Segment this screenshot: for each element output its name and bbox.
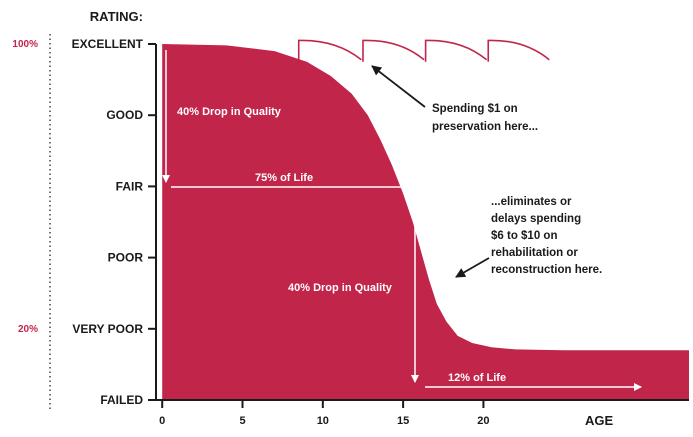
condition-area: [162, 44, 689, 400]
life75-label: 75% of Life: [255, 172, 313, 184]
y-tick-label: FAILED: [100, 393, 143, 407]
x-tick-label: 20: [477, 415, 489, 427]
y-axis-title: RATING:: [90, 9, 143, 24]
eliminates-note-line: delays spending: [491, 213, 581, 225]
percent-label: 20%: [18, 324, 38, 335]
y-tick-label: VERY POOR: [72, 322, 143, 336]
eliminates-arrow: [455, 257, 490, 278]
eliminates-note-line: reconstruction here.: [491, 264, 602, 276]
spend-note-line1: Spending $1 on: [432, 103, 518, 115]
percent-label: 100%: [12, 39, 38, 50]
y-tick-label: FAIR: [116, 179, 144, 193]
preservation-arc: [297, 39, 362, 62]
x-tick-label: 15: [397, 415, 409, 427]
y-tick-label: POOR: [108, 251, 144, 265]
preservation-arcs: [297, 39, 550, 62]
eliminates-note-line: ...eliminates or: [491, 196, 572, 208]
x-tick-label: 0: [159, 415, 165, 427]
spend-arrow: [371, 65, 426, 108]
preservation-arc: [487, 39, 550, 62]
y-tick-label: EXCELLENT: [72, 37, 144, 51]
preservation-arc: [362, 39, 425, 62]
life12-label: 12% of Life: [448, 372, 506, 384]
x-tick-label: 5: [239, 415, 245, 427]
eliminates-note: ...eliminates or delays spending $6 to $10…: [491, 196, 602, 276]
y-tick-label: GOOD: [106, 108, 143, 122]
preservation-arc: [424, 39, 488, 62]
eliminates-note-line: rehabilitation or: [491, 247, 578, 259]
spend-note-line2: preservation here...: [432, 121, 538, 133]
y-axis-ticks: EXCELLENT GOOD FAIR POOR VERY POOR FAILED: [72, 37, 156, 407]
drop1-label: 40% Drop in Quality: [177, 106, 282, 118]
x-axis-title: AGE: [585, 413, 614, 428]
drop2-label: 40% Drop in Quality: [288, 282, 393, 294]
percent-labels: 100% 20%: [12, 39, 38, 335]
x-tick-label: 10: [317, 415, 329, 427]
eliminates-note-line: $6 to $10 on: [491, 230, 557, 242]
x-axis-ticks: 0 5 10 15 20: [159, 400, 490, 427]
